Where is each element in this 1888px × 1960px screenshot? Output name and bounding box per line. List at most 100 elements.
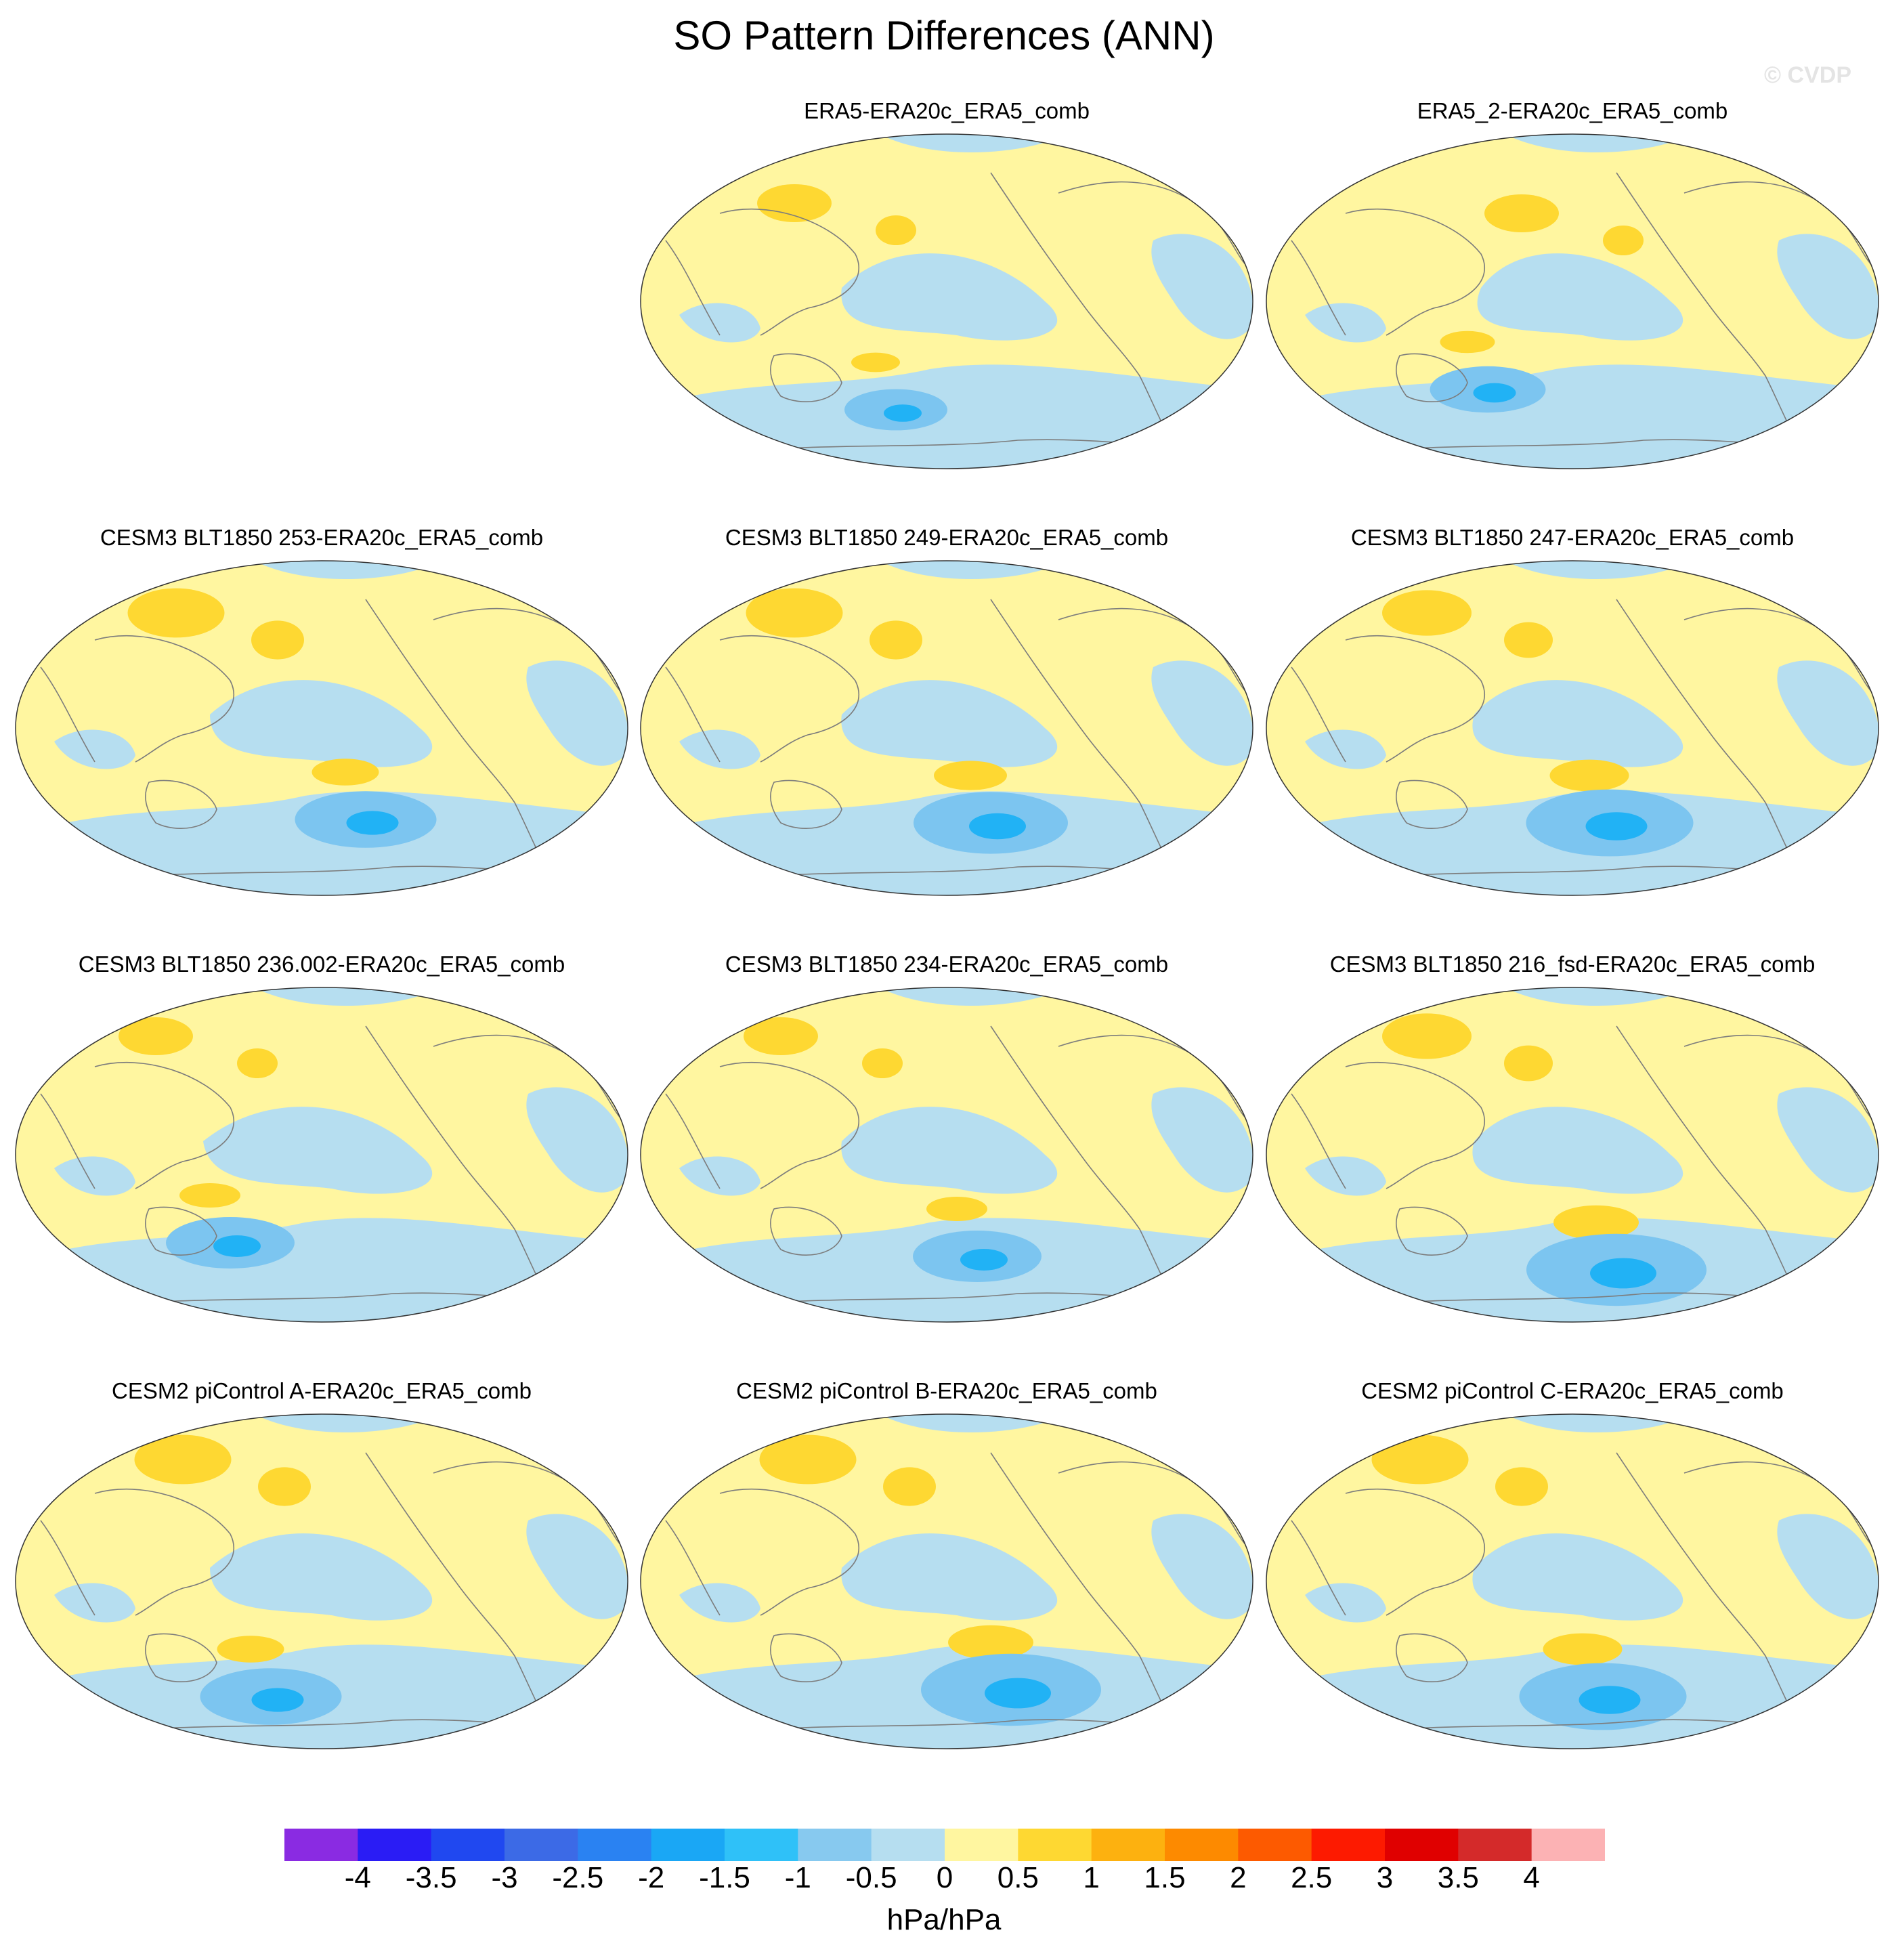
- strong-blue-anomaly-south: [213, 1235, 261, 1257]
- gold-anomaly-north: [119, 1017, 193, 1055]
- colorbar-tick-label: -1: [784, 1861, 811, 1894]
- colorbar-tick-label: -0.5: [845, 1861, 897, 1894]
- blue-region-indian: [54, 1156, 135, 1196]
- panel-title: CESM3 BLT1850 253-ERA20c_ERA5_comb: [100, 525, 544, 550]
- blue-region-pacific: [203, 1107, 433, 1194]
- blue-region-indian: [679, 1156, 760, 1196]
- blue-region-east: [1151, 660, 1253, 766]
- blue-region-indian: [54, 729, 135, 769]
- coastline-asia: [40, 1489, 234, 1616]
- map-outline: [1266, 560, 1879, 896]
- colorbar-tick-label: 3.5: [1437, 1861, 1479, 1894]
- coastline-australia: [770, 1206, 842, 1256]
- gold-anomaly-north: [744, 1017, 818, 1055]
- gold-anomaly-south: [926, 1197, 987, 1221]
- colorbar: [284, 1829, 1605, 1861]
- gold-anomaly-south: [934, 761, 1007, 790]
- coastline-asia: [665, 1062, 859, 1189]
- colorbar-tick-label: 0: [936, 1861, 953, 1894]
- map-plot: [640, 560, 1253, 896]
- map-outline: [1266, 133, 1879, 469]
- panel-title: ERA5-ERA20c_ERA5_comb: [804, 98, 1090, 123]
- coastline-asia: [1291, 1062, 1485, 1189]
- colorbar-swatch: [284, 1829, 358, 1861]
- blue-region-east: [1151, 1087, 1253, 1193]
- gold-anomaly-south: [1553, 1205, 1639, 1240]
- map-plot: [1266, 1413, 1879, 1749]
- blue-region-pacific: [841, 1107, 1058, 1194]
- coastline-australia: [770, 780, 842, 829]
- gold-anomaly-pacific: [1603, 226, 1644, 255]
- colorbar-tick-label: 0.5: [997, 1861, 1039, 1894]
- strong-blue-anomaly-south: [985, 1678, 1051, 1709]
- gold-anomaly-south: [948, 1625, 1033, 1660]
- gold-anomaly-south: [1543, 1633, 1623, 1665]
- colorbar-tick-label: 1: [1083, 1861, 1100, 1894]
- colorbar-swatch: [725, 1829, 798, 1861]
- coastline-asia: [665, 1489, 859, 1616]
- blue-region-east: [1777, 234, 1879, 339]
- colorbar-tick-label: 2: [1230, 1861, 1247, 1894]
- panel-title: CESM3 BLT1850 249-ERA20c_ERA5_comb: [725, 525, 1169, 550]
- blue-region-pacific: [841, 1533, 1058, 1621]
- coastline-australia: [1396, 780, 1468, 829]
- gold-anomaly-north: [134, 1434, 232, 1485]
- blue-region-indian: [1305, 1583, 1386, 1623]
- strong-blue-anomaly-south: [1579, 1686, 1641, 1714]
- coastline-asia: [40, 635, 234, 763]
- map-panel: CESM2 piControl A-ERA20c_ERA5_comb: [14, 1378, 630, 1757]
- gold-anomaly-pacific: [870, 620, 922, 660]
- gold-anomaly-south: [179, 1183, 240, 1208]
- colorbar-units: hPa/hPa: [886, 1903, 1002, 1936]
- blue-region-pacific: [1472, 1107, 1683, 1194]
- map-outline: [640, 133, 1253, 469]
- colorbar-tick-label: -2.5: [552, 1861, 604, 1894]
- map-panel: ERA5_2-ERA20c_ERA5_comb: [1264, 98, 1881, 477]
- gold-anomaly-north: [1484, 194, 1559, 232]
- colorbar-swatch: [1311, 1829, 1386, 1861]
- blue-region-pacific: [841, 253, 1058, 341]
- colorbar-swatch: [1458, 1829, 1532, 1861]
- gold-anomaly-north: [757, 184, 832, 222]
- colorbar-tick-label: 2.5: [1291, 1861, 1333, 1894]
- colorbar-swatch: [1091, 1829, 1165, 1861]
- blue-region-east: [526, 660, 628, 766]
- map-panel: CESM3 BLT1850 249-ERA20c_ERA5_comb: [639, 525, 1255, 904]
- gold-anomaly-pacific: [1504, 622, 1553, 658]
- blue-region-east: [1777, 660, 1879, 766]
- map-panel: CESM3 BLT1850 234-ERA20c_ERA5_comb: [639, 952, 1255, 1331]
- colorbar-tick-label: -3.5: [405, 1861, 457, 1894]
- coastline-australia: [770, 1633, 842, 1682]
- colorbar-swatch: [871, 1829, 945, 1861]
- gold-anomaly-pacific: [258, 1467, 311, 1506]
- map-plot: [15, 987, 628, 1323]
- coastline-australia: [1396, 1633, 1468, 1682]
- gold-anomaly-pacific: [876, 215, 916, 245]
- colorbar-swatch: [798, 1829, 872, 1861]
- blue-region-east: [526, 1087, 628, 1193]
- strong-blue-anomaly-south: [346, 811, 399, 835]
- blue-region-indian: [679, 303, 760, 343]
- colorbar-swatch: [505, 1829, 578, 1861]
- strong-blue-anomaly-south: [969, 813, 1026, 840]
- map-plot: [640, 133, 1253, 469]
- map-outline: [15, 1413, 628, 1749]
- panel-title: CESM3 BLT1850 247-ERA20c_ERA5_comb: [1350, 525, 1795, 550]
- panel-title: CESM3 BLT1850 236.002-ERA20c_ERA5_comb: [78, 952, 565, 977]
- colorbar-swatch: [358, 1829, 432, 1861]
- map-panel: CESM3 BLT1850 216_fsd-ERA20c_ERA5_comb: [1264, 952, 1881, 1331]
- blue-region-east: [1151, 1514, 1253, 1619]
- map-outline: [15, 560, 628, 896]
- panel-title: CESM2 piControl A-ERA20c_ERA5_comb: [112, 1378, 532, 1403]
- gold-anomaly-south: [312, 759, 379, 786]
- colorbar-tick-label: 3: [1376, 1861, 1394, 1894]
- watermark: © CVDP: [1764, 62, 1851, 88]
- coastline-australia: [145, 780, 217, 829]
- coastline-australia: [770, 353, 842, 402]
- blue-region-indian: [1305, 729, 1386, 769]
- gold-anomaly-pacific: [1495, 1467, 1548, 1506]
- colorbar-swatch: [945, 1829, 1018, 1861]
- gold-anomaly-north: [1371, 1434, 1469, 1485]
- map-outline: [1266, 987, 1879, 1323]
- blue-region-east: [526, 1514, 628, 1619]
